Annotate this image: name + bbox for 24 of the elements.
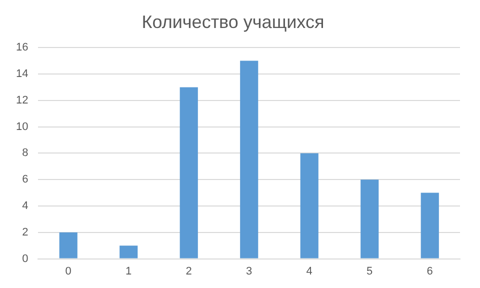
y-tick-label: 2	[22, 226, 28, 238]
x-tick-label: 0	[65, 265, 72, 278]
bar	[59, 232, 78, 258]
x-tick-label: 5	[366, 265, 373, 278]
y-tick-label: 12	[16, 94, 28, 106]
bar	[120, 246, 138, 258]
bar	[360, 180, 379, 258]
bar	[420, 192, 439, 258]
x-tick-label: 6	[426, 265, 433, 278]
bar	[180, 87, 198, 258]
x-tick-label: 4	[306, 265, 312, 278]
chart-title: Количество учащихся	[142, 12, 324, 32]
x-tick-label: 2	[186, 265, 192, 278]
bar	[240, 60, 258, 258]
y-tick-label: 14	[16, 68, 28, 80]
y-tick-label: 0	[22, 252, 28, 265]
y-tick-label: 10	[16, 120, 28, 133]
x-tick-label: 3	[246, 265, 252, 278]
y-tick-label: 4	[22, 200, 28, 212]
y-tick-label: 6	[22, 174, 28, 186]
bar	[300, 153, 318, 258]
y-tick-label: 16	[16, 42, 28, 54]
x-tick-label: 1	[126, 265, 132, 278]
y-tick-label: 8	[22, 147, 28, 160]
